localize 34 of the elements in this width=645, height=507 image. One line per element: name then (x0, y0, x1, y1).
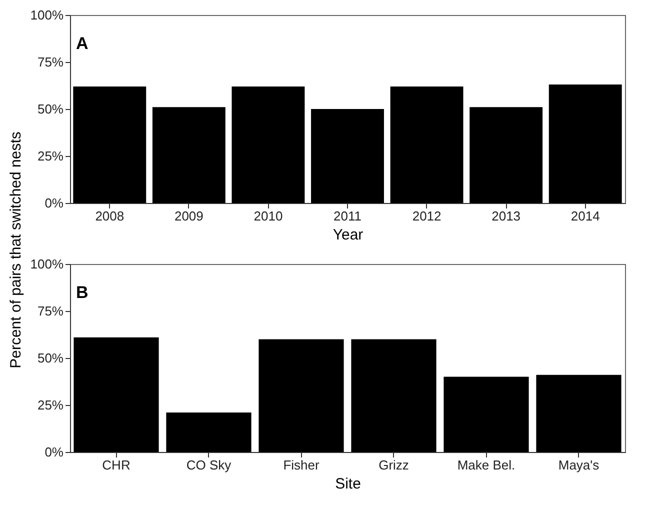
text: A (76, 34, 88, 53)
bar (351, 339, 436, 452)
y-tick-label: 0% (44, 444, 64, 460)
y-tick-label: 50% (37, 102, 64, 116)
y-tick-label: 100% (30, 8, 64, 22)
x-axis-title: Year (332, 226, 364, 244)
y-tick-label: 75% (37, 304, 64, 318)
bar (444, 376, 529, 452)
bar (258, 339, 344, 452)
x-tick-label: 2014 (570, 208, 600, 224)
x-axis-title: Site (335, 476, 361, 492)
x-tick-label: Fisher (283, 458, 320, 472)
bar (74, 337, 159, 452)
x-tick-label: Maya's (558, 458, 600, 472)
bar (166, 412, 252, 452)
x-tick-label: CHR (102, 458, 130, 472)
y-tick-label: 50% (37, 350, 64, 366)
x-tick-label: 2008 (95, 208, 124, 224)
y-axis-title: Percent of pairs that switched nests (7, 132, 24, 368)
y-tick-label: 25% (37, 148, 64, 164)
x-tick-label: Grizz (378, 458, 409, 472)
bar (536, 374, 622, 452)
x-tick-label: 2012 (412, 208, 442, 224)
x-tick-label: 2013 (492, 208, 521, 224)
y-tick-label: 25% (37, 398, 64, 412)
x-tick-label: 2010 (254, 208, 283, 224)
y-tick-label: 0% (44, 196, 64, 210)
x-tick-label: 2011 (334, 208, 362, 224)
y-tick-label: 75% (37, 54, 64, 70)
x-tick-label: CO Sky (186, 458, 232, 472)
x-tick-label: 2009 (174, 208, 204, 224)
x-tick-label: Make Bel. (457, 458, 516, 472)
text: B (76, 283, 88, 302)
y-tick-label: 100% (30, 256, 64, 272)
